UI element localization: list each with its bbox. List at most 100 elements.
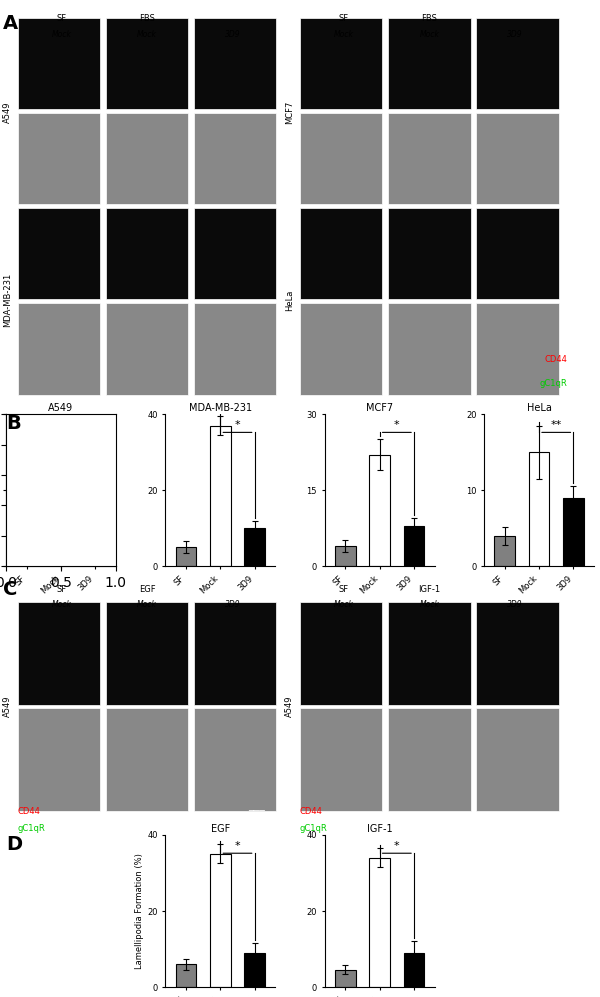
Text: 3D9: 3D9 — [507, 600, 523, 609]
FancyBboxPatch shape — [476, 113, 559, 204]
Title: MCF7: MCF7 — [366, 404, 393, 414]
Text: MDA-MB-231: MDA-MB-231 — [3, 273, 12, 327]
FancyBboxPatch shape — [300, 208, 382, 299]
Text: A: A — [3, 14, 18, 33]
Text: Mock: Mock — [419, 30, 439, 39]
Y-axis label: Lamellipodia Formation (%): Lamellipodia Formation (%) — [136, 853, 145, 969]
FancyBboxPatch shape — [106, 303, 188, 395]
Bar — [210, 854, 230, 987]
Text: A549: A549 — [3, 696, 12, 718]
Bar — [404, 953, 424, 987]
Text: gC1qR: gC1qR — [300, 824, 328, 833]
Title: A549: A549 — [49, 404, 74, 414]
Text: *: * — [235, 420, 241, 430]
Title: MDA-MB-231: MDA-MB-231 — [189, 404, 252, 414]
Text: gC1qR: gC1qR — [540, 379, 568, 388]
Text: 3D9: 3D9 — [224, 600, 241, 609]
FancyBboxPatch shape — [300, 303, 382, 395]
FancyBboxPatch shape — [18, 708, 100, 811]
Bar — [244, 528, 265, 566]
Title: IGF-1: IGF-1 — [367, 825, 392, 834]
Text: Mock: Mock — [137, 600, 157, 609]
Text: *: * — [76, 420, 81, 430]
Text: CD44: CD44 — [18, 807, 41, 816]
FancyBboxPatch shape — [194, 602, 277, 706]
FancyBboxPatch shape — [194, 303, 277, 395]
FancyBboxPatch shape — [300, 18, 382, 109]
FancyBboxPatch shape — [388, 708, 470, 811]
Text: *: * — [394, 840, 400, 851]
Text: SF: SF — [339, 14, 349, 23]
FancyBboxPatch shape — [300, 708, 382, 811]
Text: *: * — [394, 420, 400, 430]
Text: Mock: Mock — [334, 30, 354, 39]
FancyBboxPatch shape — [388, 602, 470, 706]
Text: CD44: CD44 — [300, 807, 323, 816]
FancyBboxPatch shape — [106, 113, 188, 204]
FancyBboxPatch shape — [476, 208, 559, 299]
FancyBboxPatch shape — [194, 708, 277, 811]
FancyBboxPatch shape — [106, 208, 188, 299]
Text: D: D — [6, 834, 22, 854]
FancyBboxPatch shape — [476, 18, 559, 109]
Text: Mock: Mock — [52, 30, 71, 39]
Bar — [335, 970, 356, 987]
Text: SF: SF — [56, 585, 67, 594]
Text: gC1qR: gC1qR — [18, 824, 46, 833]
Text: 3D9: 3D9 — [507, 30, 523, 39]
Text: Mock: Mock — [52, 600, 71, 609]
Bar — [50, 464, 71, 566]
Bar — [494, 535, 515, 566]
Bar — [244, 953, 265, 987]
Text: SF: SF — [56, 14, 67, 23]
FancyBboxPatch shape — [18, 303, 100, 395]
FancyBboxPatch shape — [194, 208, 277, 299]
Bar — [210, 426, 230, 566]
Text: FBS: FBS — [421, 14, 437, 23]
Text: *: * — [235, 840, 241, 851]
FancyBboxPatch shape — [18, 113, 100, 204]
Text: Mock: Mock — [334, 600, 354, 609]
Text: ___: ___ — [248, 801, 265, 811]
FancyBboxPatch shape — [300, 113, 382, 204]
FancyBboxPatch shape — [106, 18, 188, 109]
Text: A549: A549 — [285, 696, 294, 718]
Title: HeLa: HeLa — [527, 404, 551, 414]
FancyBboxPatch shape — [18, 18, 100, 109]
Bar — [16, 547, 37, 566]
Title: EGF: EGF — [211, 825, 230, 834]
FancyBboxPatch shape — [194, 18, 277, 109]
Bar — [370, 857, 390, 987]
Bar — [176, 964, 196, 987]
Text: CD44: CD44 — [545, 355, 568, 364]
Bar — [85, 535, 106, 566]
Text: FBS: FBS — [139, 14, 155, 23]
Text: SF: SF — [339, 585, 349, 594]
Bar — [176, 547, 196, 566]
Text: C: C — [3, 580, 17, 599]
Bar — [529, 453, 550, 566]
Text: A549: A549 — [3, 102, 12, 123]
FancyBboxPatch shape — [388, 18, 470, 109]
FancyBboxPatch shape — [476, 602, 559, 706]
Text: HeLa: HeLa — [285, 290, 294, 311]
FancyBboxPatch shape — [300, 602, 382, 706]
FancyBboxPatch shape — [18, 602, 100, 706]
FancyBboxPatch shape — [388, 303, 470, 395]
Text: MCF7: MCF7 — [285, 101, 294, 124]
FancyBboxPatch shape — [388, 113, 470, 204]
Text: 3D9: 3D9 — [224, 30, 241, 39]
Text: IGF-1: IGF-1 — [418, 585, 440, 594]
FancyBboxPatch shape — [18, 208, 100, 299]
Bar — [404, 525, 424, 566]
FancyBboxPatch shape — [476, 708, 559, 811]
FancyBboxPatch shape — [106, 602, 188, 706]
FancyBboxPatch shape — [476, 303, 559, 395]
FancyBboxPatch shape — [388, 208, 470, 299]
Text: EGF: EGF — [139, 585, 155, 594]
Text: **: ** — [551, 420, 562, 430]
Text: Mock: Mock — [137, 30, 157, 39]
Bar — [335, 546, 356, 566]
Bar — [563, 498, 584, 566]
Text: B: B — [6, 414, 21, 433]
